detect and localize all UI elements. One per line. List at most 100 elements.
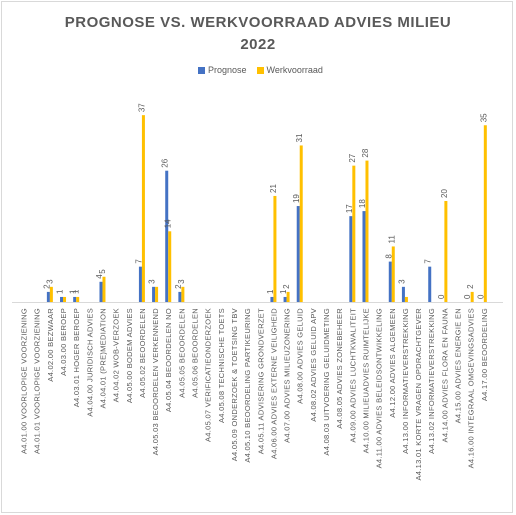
x-tick-label: A4.14.00 ADVIES FLORA EN FAUNA bbox=[440, 308, 449, 442]
bar-prognose bbox=[270, 296, 274, 302]
bar-werkvoorraad bbox=[299, 145, 303, 302]
x-tick-label: A4.04.00 JURIDISCH ADVIES bbox=[85, 308, 94, 417]
bar-prognose bbox=[165, 170, 169, 302]
data-label: 3 bbox=[177, 279, 186, 284]
data-label: 27 bbox=[348, 153, 357, 162]
x-tick-label: A4.05.07 VERIFICATIEONDERZOEK bbox=[204, 308, 213, 442]
x-tick-label: A4.13.00 INFORMATIEVERSTREKKING bbox=[401, 308, 410, 454]
legend-swatch-prognose bbox=[198, 66, 205, 74]
bar-werkvoorraad bbox=[404, 296, 408, 302]
data-label: 19 bbox=[292, 194, 301, 203]
x-tick-label: A4.05.09 ONDERZOEK & TOETSING TBV bbox=[230, 308, 239, 461]
data-label: 1 bbox=[69, 289, 78, 294]
data-label: 28 bbox=[361, 148, 370, 157]
x-tick-label: A4.05.06 BEOORDELEN bbox=[191, 308, 200, 398]
chart-title-year: 2022 bbox=[240, 36, 276, 53]
data-label: 0 bbox=[463, 294, 472, 299]
data-label: 18 bbox=[358, 199, 367, 208]
x-tick-label: A4.17.00 BEOORDELING bbox=[480, 308, 489, 401]
data-label: 14 bbox=[164, 219, 173, 228]
legend-swatch-werkvoorraad bbox=[256, 66, 264, 74]
bar-werkvoorraad bbox=[155, 286, 159, 302]
data-label: 8 bbox=[384, 254, 393, 259]
x-tick-label: A4.11.00 ADVIES BELEIDSONTWIKKELING bbox=[375, 308, 384, 468]
data-label: 2 bbox=[174, 284, 183, 289]
x-tick-label: A4.05.05 BEOORDELEN bbox=[177, 308, 186, 398]
data-label: 20 bbox=[440, 189, 449, 198]
bar-werkvoorraad bbox=[483, 125, 487, 302]
x-tick-label: A4.06.00 ADVIES EXTERNE VEILIGHEID bbox=[269, 308, 278, 459]
bar-werkvoorraad bbox=[102, 276, 106, 302]
x-tick-label: A4.05.04 BEOORDELEN NO bbox=[164, 308, 173, 412]
bar-werkvoorraad bbox=[168, 231, 172, 302]
bar-werkvoorraad bbox=[365, 160, 369, 302]
bar-werkvoorraad bbox=[273, 195, 277, 302]
x-tick-label: A4.04.02 WOB-VERZOEK bbox=[112, 308, 121, 402]
legend-label-werkvoorraad: Werkvoorraad bbox=[266, 65, 323, 75]
data-label: 7 bbox=[424, 259, 433, 264]
x-tick-label: A4.05.02 BEOORDELEN bbox=[138, 308, 147, 398]
legend-item-werkvoorraad: Werkvoorraad bbox=[256, 65, 323, 75]
x-tick-label: A4.03.00 BEROEP bbox=[59, 308, 68, 376]
bar-werkvoorraad bbox=[286, 291, 290, 302]
x-tick-label: A4.05.03 BEOORDELEN VERKENNEND bbox=[151, 308, 160, 456]
data-label: 1 bbox=[56, 289, 65, 294]
bar-prognose bbox=[283, 296, 287, 302]
data-label: 5 bbox=[98, 269, 107, 274]
legend-item-prognose: Prognose bbox=[198, 65, 247, 75]
x-tick-label: A4.08.05 ADVIES ZONEBEHEER bbox=[335, 308, 344, 429]
bar-prognose bbox=[388, 261, 392, 302]
data-label: 4 bbox=[95, 274, 104, 279]
data-label: 35 bbox=[479, 113, 488, 122]
bar-werkvoorraad bbox=[49, 286, 53, 302]
x-tick-label: A4.05.10 BEOORDELING PARTIKEURING bbox=[243, 308, 252, 463]
bar-prognose bbox=[349, 216, 353, 302]
bar-werkvoorraad bbox=[76, 296, 80, 302]
data-label: 1 bbox=[279, 289, 288, 294]
x-tick-label: A4.08.02 ADVIES GELUID APV bbox=[309, 308, 318, 422]
data-label: 2 bbox=[282, 284, 291, 289]
data-label: 21 bbox=[269, 184, 278, 193]
bar-werkvoorraad bbox=[391, 246, 395, 302]
bar-prognose bbox=[138, 266, 142, 302]
x-tick-label: A4.10.00 MILIEUADVIES RUIMTELIJKE bbox=[361, 308, 370, 453]
x-tick-label: A4.02.00 BEZWAAR bbox=[46, 308, 55, 382]
data-label: 3 bbox=[148, 279, 157, 284]
data-label: 11 bbox=[387, 235, 396, 244]
x-tick-label: A4.05.11 ADVISERING GRONDVERZET bbox=[256, 308, 265, 454]
x-tick-label: A4.09.00 ADVIES LUCHTKWALITEIT bbox=[348, 308, 357, 443]
data-label: 0 bbox=[476, 294, 485, 299]
bar-werkvoorraad bbox=[352, 165, 356, 302]
bar-prognose bbox=[46, 291, 50, 302]
legend-label-prognose: Prognose bbox=[208, 65, 247, 75]
x-tick-label: A4.08.03 UITVOERING GELUIDMETING bbox=[322, 308, 331, 456]
bar-werkvoorraad bbox=[141, 115, 145, 303]
data-label: 31 bbox=[295, 133, 304, 142]
x-tick-label: A4.16.00 INTEGRAAL OMGEVINGSADVIES bbox=[467, 308, 476, 468]
data-label: 1 bbox=[72, 289, 81, 294]
bar-prognose bbox=[401, 286, 405, 302]
bar-prognose bbox=[178, 291, 182, 302]
bar-prognose bbox=[73, 296, 77, 302]
bar-prognose bbox=[60, 296, 64, 302]
x-tick-label: A4.13.01 KORTE VRAGEN OPDRACHTGEVER bbox=[414, 308, 423, 481]
x-tick-label: A4.13.02 INFORMATIEVERSTREKKING bbox=[427, 308, 436, 454]
data-label: 3 bbox=[45, 279, 54, 284]
data-label: 0 bbox=[437, 294, 446, 299]
data-label: 7 bbox=[134, 259, 143, 264]
data-label: 3 bbox=[397, 279, 406, 284]
x-tick-label: A4.01.01 VOORLOPIGE VOORZIENING bbox=[33, 308, 42, 454]
bar-werkvoorraad bbox=[444, 201, 448, 302]
bar-werkvoorraad bbox=[63, 296, 67, 302]
x-tick-label: A4.07.00 ADVIES MILIEUZONERING bbox=[283, 308, 292, 443]
x-tick-label: A4.05.00 BODEM ADVIES bbox=[125, 308, 134, 403]
x-tick-label: A4.03.01 HOGER BEROEP bbox=[72, 308, 81, 407]
x-tick-label: A4.05.08 TECHNISCHE TOETS bbox=[217, 308, 226, 423]
chart-legend: Prognose Werkvoorraad bbox=[198, 65, 323, 75]
bar-prognose bbox=[362, 211, 366, 302]
bar-prognose bbox=[152, 286, 156, 302]
bar-prognose bbox=[296, 206, 300, 302]
bar-werkvoorraad bbox=[470, 291, 474, 302]
